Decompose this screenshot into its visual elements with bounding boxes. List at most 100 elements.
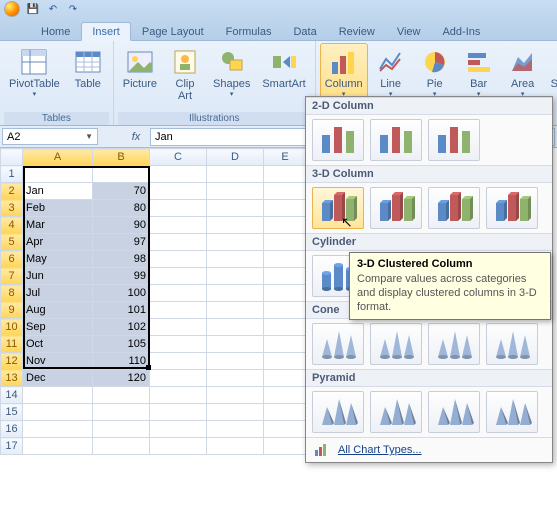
chart-type-option[interactable]: [312, 119, 364, 161]
row-header[interactable]: 15: [1, 404, 23, 421]
chart-type-option[interactable]: [486, 323, 538, 365]
cell[interactable]: Apr: [23, 234, 93, 251]
cell[interactable]: [150, 251, 207, 268]
cell[interactable]: [150, 370, 207, 387]
cell[interactable]: [264, 353, 307, 370]
row-header[interactable]: 7: [1, 268, 23, 285]
cell[interactable]: Sep: [23, 319, 93, 336]
column-header[interactable]: B: [93, 149, 150, 166]
cell[interactable]: [264, 370, 307, 387]
row-header[interactable]: 4: [1, 217, 23, 234]
tab-home[interactable]: Home: [30, 22, 81, 40]
cell[interactable]: 98: [93, 251, 150, 268]
cell[interactable]: [150, 302, 207, 319]
fx-icon[interactable]: fx: [126, 131, 146, 143]
cell[interactable]: [264, 404, 307, 421]
chart-type-option[interactable]: [370, 323, 422, 365]
cell[interactable]: [150, 421, 207, 438]
cell[interactable]: [207, 183, 264, 200]
office-button[interactable]: [4, 1, 20, 17]
cell[interactable]: Mar: [23, 217, 93, 234]
cell[interactable]: 97: [93, 234, 150, 251]
column-header[interactable]: C: [150, 149, 207, 166]
cell[interactable]: [93, 438, 150, 455]
chart-type-option[interactable]: [370, 187, 422, 229]
row-header[interactable]: 8: [1, 285, 23, 302]
tab-formulas[interactable]: Formulas: [215, 22, 283, 40]
cell[interactable]: [150, 200, 207, 217]
cell[interactable]: [207, 370, 264, 387]
cell[interactable]: [23, 438, 93, 455]
column-header[interactable]: E: [264, 149, 307, 166]
cell[interactable]: Feb: [23, 200, 93, 217]
cell[interactable]: 102: [93, 319, 150, 336]
cell[interactable]: [23, 387, 93, 404]
cell[interactable]: [150, 438, 207, 455]
cell[interactable]: [264, 302, 307, 319]
cell[interactable]: [93, 404, 150, 421]
tab-add-ins[interactable]: Add-Ins: [431, 22, 491, 40]
cell[interactable]: Jul: [23, 285, 93, 302]
row-header[interactable]: 11: [1, 336, 23, 353]
cell[interactable]: [150, 353, 207, 370]
cell[interactable]: [207, 387, 264, 404]
chart-type-option[interactable]: ↖: [312, 187, 364, 229]
all-chart-types-link[interactable]: All Chart Types...: [306, 437, 552, 462]
chart-type-option[interactable]: [428, 391, 480, 433]
cell[interactable]: Jun: [23, 268, 93, 285]
cell[interactable]: [93, 421, 150, 438]
row-header[interactable]: 13: [1, 370, 23, 387]
smartart-button[interactable]: SmartArt: [257, 43, 310, 93]
pie-chart-button[interactable]: Pie ▾: [414, 43, 456, 101]
name-box[interactable]: A2 ▼: [2, 128, 98, 145]
row-header[interactable]: 5: [1, 234, 23, 251]
cell[interactable]: [207, 166, 264, 183]
row-header[interactable]: 14: [1, 387, 23, 404]
row-header[interactable]: 17: [1, 438, 23, 455]
chart-type-option[interactable]: [428, 119, 480, 161]
cell[interactable]: [264, 319, 307, 336]
row-header[interactable]: 10: [1, 319, 23, 336]
cell[interactable]: [23, 421, 93, 438]
cell[interactable]: Nov: [23, 353, 93, 370]
cell[interactable]: [207, 234, 264, 251]
undo-icon[interactable]: ↶: [46, 2, 60, 16]
area-chart-button[interactable]: Area ▾: [502, 43, 544, 101]
cell[interactable]: [207, 200, 264, 217]
cell[interactable]: [207, 319, 264, 336]
redo-icon[interactable]: ↷: [66, 2, 80, 16]
cell[interactable]: [264, 336, 307, 353]
bar-chart-button[interactable]: Bar ▾: [458, 43, 500, 101]
cell[interactable]: 110: [93, 353, 150, 370]
column-header[interactable]: D: [207, 149, 264, 166]
tab-review[interactable]: Review: [328, 22, 386, 40]
cell[interactable]: [207, 336, 264, 353]
cell[interactable]: 90: [93, 217, 150, 234]
chevron-down-icon[interactable]: ▼: [85, 132, 93, 141]
table-button[interactable]: Table: [67, 43, 109, 93]
cell[interactable]: Aug: [23, 302, 93, 319]
cell[interactable]: [264, 200, 307, 217]
cell[interactable]: [264, 234, 307, 251]
cell[interactable]: [150, 387, 207, 404]
cell[interactable]: [207, 268, 264, 285]
picture-button[interactable]: Picture: [118, 43, 162, 93]
line-chart-button[interactable]: Line ▾: [370, 43, 412, 101]
cell[interactable]: 99: [93, 268, 150, 285]
cell[interactable]: [23, 166, 93, 183]
cell[interactable]: [207, 353, 264, 370]
tab-page-layout[interactable]: Page Layout: [131, 22, 215, 40]
cell[interactable]: [207, 421, 264, 438]
cell[interactable]: [93, 166, 150, 183]
chart-type-option[interactable]: [428, 323, 480, 365]
cell[interactable]: 100: [93, 285, 150, 302]
cell[interactable]: 80: [93, 200, 150, 217]
cell[interactable]: [150, 268, 207, 285]
cell[interactable]: 101: [93, 302, 150, 319]
tab-insert[interactable]: Insert: [81, 22, 131, 41]
cell[interactable]: [150, 166, 207, 183]
chart-type-option[interactable]: [486, 187, 538, 229]
row-header[interactable]: 1: [1, 166, 23, 183]
cell[interactable]: [207, 302, 264, 319]
tab-view[interactable]: View: [386, 22, 432, 40]
